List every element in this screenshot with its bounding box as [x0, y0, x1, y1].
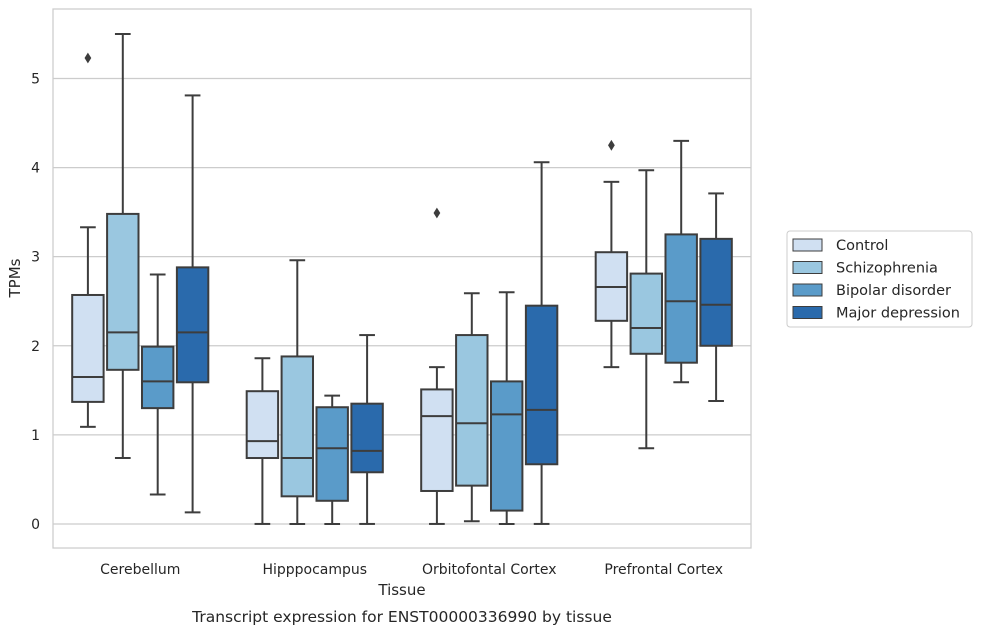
legend-label: Bipolar disorder	[836, 283, 951, 299]
legend-swatch	[792, 306, 823, 319]
outlier-point	[84, 52, 92, 64]
x-axis-label: Tissue	[377, 581, 425, 599]
box-iqr	[629, 272, 664, 355]
box-iqr	[420, 388, 454, 492]
x-tick-label: Orbitofontal Cortex	[422, 562, 557, 578]
legend-swatch	[792, 238, 823, 252]
box-iqr	[175, 266, 210, 384]
box-group	[280, 259, 315, 525]
box-iqr	[455, 334, 489, 487]
legend-label: Major depression	[836, 306, 960, 322]
figure-caption: Transcript expression for ENST0000033699…	[191, 608, 612, 626]
box-iqr	[71, 293, 105, 403]
box-group	[175, 94, 210, 514]
y-axis-label: TPMs	[6, 258, 24, 298]
y-tick-label: 1	[31, 428, 40, 444]
box-group	[245, 357, 280, 525]
legend-swatch	[792, 261, 823, 274]
box-group	[106, 32, 140, 460]
legend: Control Schizophrenia Bipolar disorder Majo…	[786, 230, 973, 328]
outlier-point	[433, 207, 441, 219]
box-iqr	[106, 212, 140, 371]
box-iqr	[524, 304, 559, 466]
box-iqr	[280, 355, 315, 498]
box-group	[664, 139, 698, 384]
legend-label: Schizophrenia	[836, 261, 938, 277]
box-group	[71, 52, 105, 428]
x-axis-ticks: Cerebellum Hipppocampus Orbitofontal Corte…	[100, 562, 723, 578]
box-group	[524, 161, 559, 525]
y-tick-label: 3	[31, 250, 40, 266]
box-group	[350, 334, 384, 525]
legend-label: Control	[836, 238, 888, 254]
box-group	[455, 292, 489, 523]
outlier-point	[608, 139, 615, 151]
box-iqr	[350, 402, 384, 474]
box-series	[71, 32, 733, 525]
box-group	[420, 207, 454, 525]
box-iqr	[664, 233, 698, 364]
box-group	[629, 169, 664, 450]
box-group	[489, 291, 524, 525]
y-axis-ticks: 0 1 2 3 4 5	[31, 71, 40, 532]
y-tick-label: 0	[31, 517, 40, 533]
box-group	[315, 394, 349, 525]
box-group	[140, 273, 175, 496]
box-group	[699, 192, 733, 402]
x-tick-label: Cerebellum	[100, 562, 180, 578]
box-iqr	[245, 390, 280, 460]
box-iqr	[140, 345, 175, 410]
legend-swatch	[792, 283, 823, 297]
x-tick-label: Hipppocampus	[262, 562, 367, 578]
box-iqr	[315, 406, 349, 502]
box-iqr	[699, 237, 733, 347]
x-tick-label: Prefrontal Cortex	[604, 562, 723, 578]
box-group	[594, 139, 629, 369]
box-iqr	[489, 380, 524, 512]
plot-area-frame	[52, 8, 752, 549]
y-tick-label: 5	[31, 71, 40, 87]
y-tick-label: 4	[31, 161, 40, 177]
y-tick-label: 2	[31, 339, 40, 355]
legend-frame	[786, 230, 973, 328]
